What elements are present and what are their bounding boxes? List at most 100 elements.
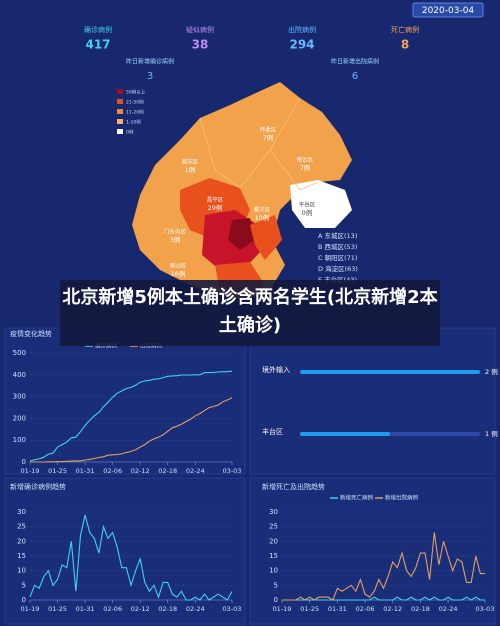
y-tick-label: 500 (13, 349, 26, 357)
district-count: 1例 (185, 165, 196, 174)
district-count: 7例 (300, 163, 311, 172)
district-list-item: B 西城区(53) (318, 243, 357, 251)
y-tick-label: 30 (17, 508, 26, 516)
sub-stat-value: 6 (352, 71, 358, 82)
district-list-item: E 丰台区(43) (318, 275, 357, 284)
stat-label: 确诊病例 (84, 25, 112, 34)
stat-label: 死亡病例 (391, 25, 419, 34)
x-tick-label: 01-31 (76, 605, 95, 613)
district-count: 3例 (170, 235, 181, 244)
bar-label: 境外输入 (262, 365, 290, 374)
map-legend-label: 21-50例 (126, 99, 144, 106)
district-name: 顺义区 (254, 207, 271, 214)
stat-label: 疑似病例 (186, 25, 214, 34)
x-tick-label: 02-12 (383, 605, 402, 613)
x-tick-label: 02-12 (131, 605, 150, 613)
x-tick-label: 01-19 (21, 467, 40, 475)
district-name: 延庆区 (182, 158, 199, 166)
map-legend-label: 50例以上 (126, 89, 146, 96)
x-tick-label: 03-03 (223, 605, 242, 613)
district-count: 16例 (171, 269, 186, 278)
sub-stat-label: 昨日新增确诊病例 (126, 58, 174, 66)
panel-title: 疫情变化趋势 (10, 329, 52, 338)
district-name: 房山区 (170, 262, 187, 270)
district-count: 0例 (302, 208, 313, 217)
district-count: 29例 (208, 203, 223, 212)
legend-swatch (117, 119, 123, 124)
y-tick-label: 10 (17, 567, 26, 575)
sub-stat-value: 3 (147, 71, 153, 82)
bar-label: 丰台区 (262, 427, 283, 436)
x-tick-label: 01-19 (273, 605, 292, 613)
legend-swatch (117, 129, 123, 134)
legend-swatch (117, 99, 123, 104)
district-name: 怀柔区 (260, 126, 277, 134)
bar-value-label: 1 例 (485, 429, 498, 438)
y-tick-label: 100 (13, 436, 26, 444)
district-name: 门头沟区 (164, 228, 187, 236)
series-line (29, 514, 233, 601)
series-line (282, 532, 485, 601)
panel-title: 新增确诊病例趋势 (10, 482, 66, 491)
x-tick-label: 02-18 (158, 605, 177, 613)
y-tick-label: 25 (17, 523, 26, 531)
district-name: 昌平区 (207, 197, 224, 204)
district-count: 7例 (263, 133, 274, 142)
sub-stat-label: 昨日新增出院病例 (331, 58, 379, 66)
map-legend-label: 0例 (126, 129, 134, 136)
y-tick-label: 15 (269, 552, 278, 560)
stat-value: 8 (401, 38, 409, 52)
district-list-item: C 朝阳区(71) (318, 253, 357, 262)
bar-value-label: 2 例 (485, 367, 498, 376)
legend-label: 新增死亡病例 (340, 494, 374, 502)
y-tick-label: 15 (17, 552, 26, 560)
stat-value: 38 (192, 38, 209, 52)
panel (4, 477, 246, 625)
y-tick-label: 400 (13, 371, 26, 379)
map-legend-label: 11-20例 (126, 109, 144, 116)
stat-value: 417 (85, 38, 110, 52)
x-tick-label: 02-18 (158, 467, 177, 475)
panel-title: 新增死亡及出院趋势 (262, 482, 325, 491)
x-tick-label: 02-18 (411, 605, 430, 613)
y-tick-label: 20 (17, 537, 26, 545)
x-tick-label: 02-06 (103, 605, 122, 613)
panel (249, 327, 496, 475)
bar (300, 370, 480, 374)
series-line (30, 397, 233, 463)
x-tick-label: 02-24 (186, 605, 205, 613)
y-tick-label: 5 (22, 581, 26, 589)
x-tick-label: 02-24 (439, 605, 458, 613)
district-count: 10例 (255, 213, 270, 222)
date-box (412, 2, 484, 18)
y-tick-label: 0 (22, 458, 26, 466)
stat-value: 294 (289, 38, 314, 52)
x-tick-label: 01-31 (76, 467, 95, 475)
bar (300, 432, 390, 436)
x-tick-label: 01-25 (48, 605, 67, 613)
district-list-item: A 东城区(13) (318, 231, 357, 240)
legend-swatch (117, 109, 123, 114)
y-tick-label: 25 (269, 523, 278, 531)
x-tick-label: 02-06 (356, 605, 375, 613)
district-name: 平谷区 (299, 201, 316, 209)
y-tick-label: 30 (269, 508, 278, 516)
headline: 北京新增5例本土确诊含两名学生(北京新增2本土确诊) (60, 280, 440, 346)
y-tick-label: 20 (269, 537, 278, 545)
y-tick-label: 10 (269, 567, 278, 575)
x-tick-label: 02-24 (186, 467, 205, 475)
x-tick-label: 02-12 (131, 467, 150, 475)
x-tick-label: 01-25 (300, 605, 319, 613)
y-tick-label: 300 (13, 393, 26, 401)
x-tick-label: 02-06 (103, 467, 122, 475)
legend-label: 新增出院病例 (385, 494, 419, 502)
date: 2020-03-04 (422, 6, 475, 16)
district-list-item: D 海淀区(63) (318, 264, 358, 273)
district-name: 密云区 (297, 156, 314, 164)
x-tick-label: 01-19 (21, 605, 40, 613)
series-line (29, 370, 233, 462)
y-tick-label: 0 (274, 596, 278, 604)
stat-label: 出院病例 (288, 25, 316, 34)
map (132, 82, 352, 300)
